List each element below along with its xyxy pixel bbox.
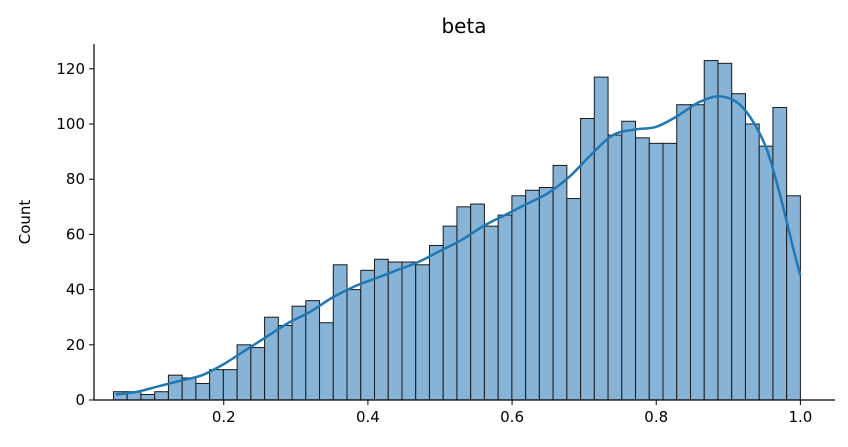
histogram-bar xyxy=(731,93,746,401)
histogram-bar xyxy=(140,393,156,401)
histogram-bar xyxy=(717,62,733,401)
y-tick-label: 120 xyxy=(56,60,85,78)
histogram-bar xyxy=(332,264,348,401)
x-tick-label: 1.0 xyxy=(788,408,812,426)
y-tick-label: 80 xyxy=(66,170,85,188)
histogram-bar xyxy=(250,347,266,401)
histogram-bar xyxy=(154,391,169,401)
histogram-bar xyxy=(305,300,321,401)
histogram-bar xyxy=(662,142,678,401)
histogram-bar xyxy=(744,123,760,401)
histogram-bar xyxy=(415,264,430,401)
histogram-bar xyxy=(497,214,513,401)
histogram-bar xyxy=(401,261,417,401)
kde-curve xyxy=(115,95,802,396)
histogram-bar xyxy=(277,324,293,401)
histogram-bar xyxy=(374,258,389,401)
histogram-bar xyxy=(621,120,637,401)
histogram-bar xyxy=(676,104,691,401)
histogram-bar xyxy=(525,189,540,401)
histogram-bar xyxy=(209,369,224,401)
x-tick-label: 0.6 xyxy=(500,408,524,426)
histogram-bar xyxy=(538,187,554,401)
histogram-bar xyxy=(772,106,788,401)
histogram-bar xyxy=(635,137,650,401)
histogram-bars xyxy=(112,60,801,401)
x-tick-label: 0.4 xyxy=(356,408,380,426)
histogram-bar xyxy=(442,225,458,401)
x-tick-label: 0.8 xyxy=(644,408,668,426)
histogram-bar xyxy=(758,145,774,401)
histogram-bar xyxy=(566,198,582,401)
y-tick-label: 100 xyxy=(56,115,85,133)
histogram-bar xyxy=(511,195,527,401)
histogram-bar xyxy=(703,60,719,401)
y-axis-label: Count xyxy=(16,200,34,245)
y-tick-label: 40 xyxy=(66,281,85,299)
histogram-bar xyxy=(689,104,705,401)
histogram-bar xyxy=(428,244,444,401)
histogram-bar xyxy=(483,225,499,401)
histogram-bar xyxy=(387,261,403,401)
histogram-bar xyxy=(648,142,664,401)
histogram-bar xyxy=(607,134,623,401)
histogram-bar xyxy=(195,382,211,401)
histogram-bar xyxy=(181,377,197,401)
y-tick-label: 20 xyxy=(66,336,85,354)
histogram-bar xyxy=(346,289,362,401)
histogram-bar xyxy=(552,164,568,401)
y-tick-label: 60 xyxy=(66,225,85,243)
histogram-bar xyxy=(360,269,376,401)
histogram-bar xyxy=(222,369,238,401)
histogram-bar xyxy=(319,322,334,401)
axes: 0 20 40 60 80 100 120 0.2 0.4 0.6 0.8 1.0 xyxy=(56,44,835,426)
histogram-bar xyxy=(167,374,183,401)
x-tick-label: 0.2 xyxy=(212,408,236,426)
chart-title: beta xyxy=(441,14,486,38)
y-tick-label: 0 xyxy=(75,391,85,409)
histogram-bar xyxy=(580,118,595,401)
histogram-bar xyxy=(593,76,609,401)
